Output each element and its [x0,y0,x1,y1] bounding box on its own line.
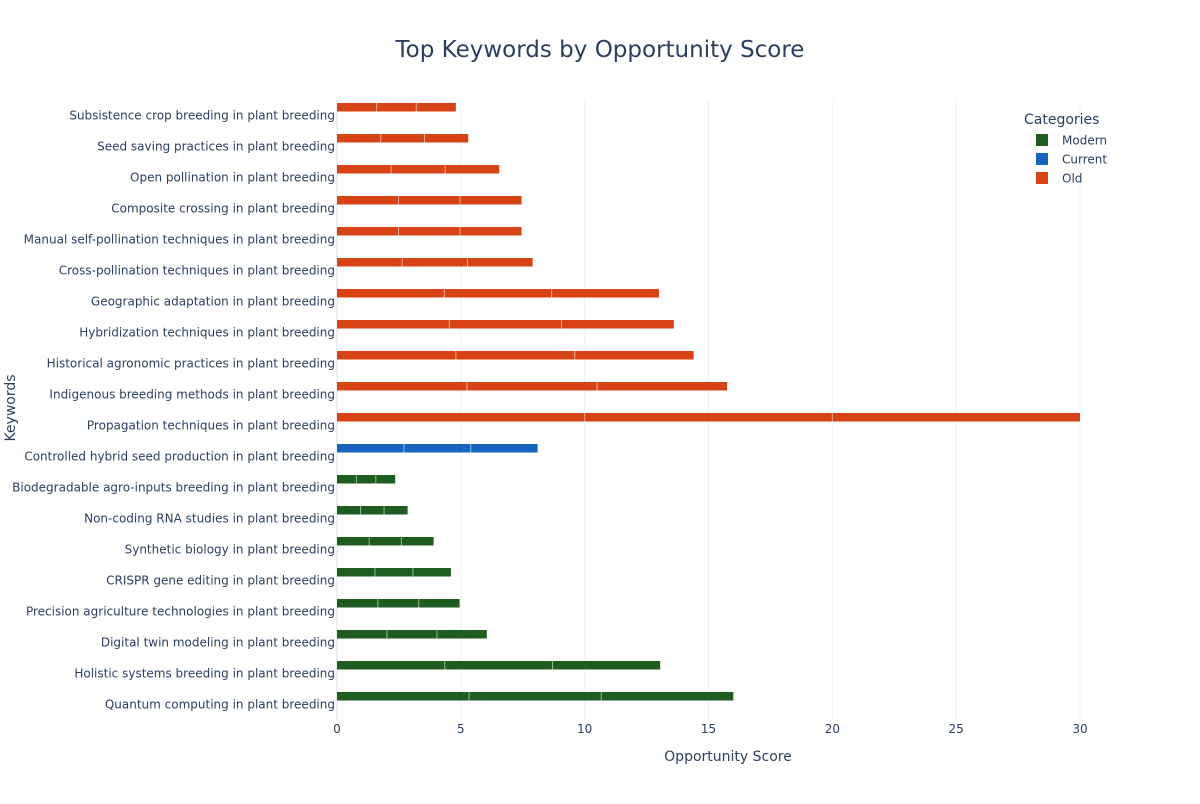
x-tick-label: 25 [949,722,964,736]
chart-title: Top Keywords by Opportunity Score [395,37,805,63]
bar-current [337,444,538,453]
y-tick-label: Precision agriculture technologies in pl… [26,605,335,619]
x-tick-labels: 0 5 10 15 20 25 30 [333,722,1087,736]
legend-swatch-modern [1036,134,1048,146]
legend-items: Modern Current Old [1036,134,1107,186]
y-tick-label: Non-coding RNA studies in plant breeding [84,512,335,526]
y-tick-label: Open pollination in plant breeding [130,171,335,185]
y-tick-label: Cross-pollination techniques in plant br… [59,264,335,278]
y-tick-label: Synthetic biology in plant breeding [125,543,335,557]
y-tick-label: Propagation techniques in plant breeding [87,419,335,433]
bar-old [337,413,1080,422]
bar-modern [337,537,434,546]
bar-old [337,227,522,236]
bar-old [337,351,694,360]
x-tick-label: 15 [701,722,716,736]
bar-modern [337,599,460,608]
legend-title: Categories [1024,112,1099,128]
x-tick-label: 20 [825,722,840,736]
y-tick-label: Seed saving practices in plant breeding [97,140,335,154]
y-tick-label: Digital twin modeling in plant breeding [101,636,335,650]
legend: Categories Modern Current Old [1024,112,1107,186]
bar-old [337,258,533,267]
bar-old [337,289,659,298]
y-tick-label: Subsistence crop breeding in plant breed… [69,109,335,123]
bar-old [337,320,674,329]
y-tick-labels: Subsistence crop breeding in plant breed… [12,109,335,712]
y-tick-label: Hybridization techniques in plant breedi… [79,326,335,340]
bar-modern [337,630,487,639]
y-tick-label: Controlled hybrid seed production in pla… [24,450,335,464]
y-tick-label: CRISPR gene editing in plant breeding [106,574,335,588]
bar-modern [337,661,661,670]
bar-old [337,134,469,143]
x-tick-label: 5 [457,722,465,736]
bar-modern [337,568,451,577]
y-tick-label: Geographic adaptation in plant breeding [91,295,335,309]
y-tick-label: Holistic systems breeding in plant breed… [74,667,335,681]
legend-label-old[interactable]: Old [1062,172,1082,186]
y-axis-title: Keywords [3,374,19,441]
bar-modern [337,692,734,701]
x-axis-title: Opportunity Score [664,749,792,765]
y-tick-label: Quantum computing in plant breeding [105,698,335,712]
legend-swatch-current [1036,153,1048,165]
y-tick-label: Biodegradable agro-inputs breeding in pl… [12,481,335,495]
y-tick-label: Composite crossing in plant breeding [111,202,335,216]
x-tick-label: 10 [577,722,592,736]
bar-old [337,196,522,205]
bar-modern [337,506,408,515]
legend-label-modern[interactable]: Modern [1062,134,1107,148]
bars [337,103,1080,701]
legend-label-current[interactable]: Current [1062,153,1107,167]
y-tick-label: Indigenous breeding methods in plant bre… [49,388,335,402]
x-tick-label: 0 [333,722,341,736]
bar-old [337,382,728,391]
y-tick-label: Manual self-pollination techniques in pl… [24,233,335,247]
bar-modern [337,475,396,484]
legend-swatch-old [1036,172,1048,184]
y-tick-label: Historical agronomic practices in plant … [47,357,335,371]
bar-old [337,165,500,174]
bar-old [337,103,456,112]
x-tick-label: 30 [1072,722,1087,736]
